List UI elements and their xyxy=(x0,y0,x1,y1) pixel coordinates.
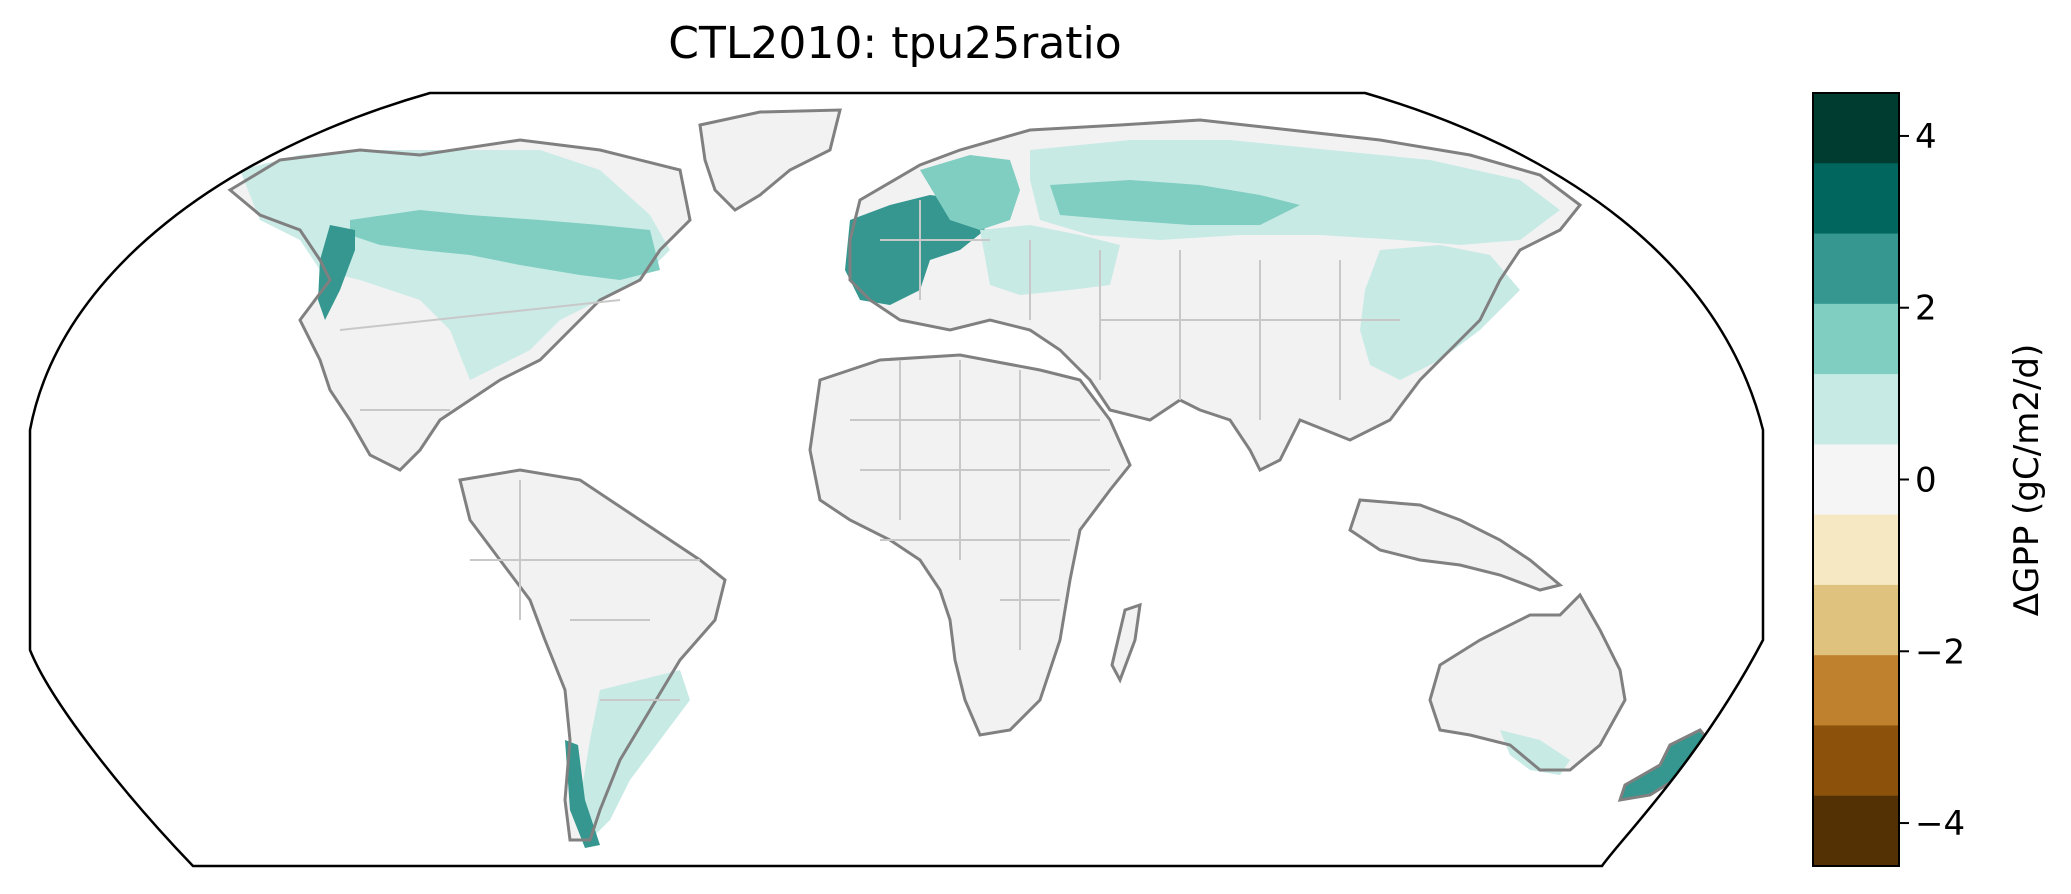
europe-response xyxy=(845,195,985,305)
colorbar-bins xyxy=(1813,93,1899,867)
colorbar-bin xyxy=(1813,374,1899,445)
eastern-europe-response xyxy=(980,225,1120,295)
colorbar-bin xyxy=(1813,303,1899,375)
africa-landmass xyxy=(810,355,1130,735)
east-asia-response xyxy=(1360,245,1520,380)
greenland-landmass xyxy=(698,108,842,212)
map-title: CTL2010: tpu25ratio xyxy=(668,18,1122,69)
colorbar-bin xyxy=(1813,444,1899,516)
colorbar-bin xyxy=(1813,233,1899,305)
madagascar-landmass xyxy=(1110,602,1142,684)
south-america-response xyxy=(580,670,690,840)
colorbar-bin xyxy=(1813,584,1899,656)
na-response-coast xyxy=(318,225,355,320)
siberia-response-mid xyxy=(1050,180,1300,225)
colorbar-bin xyxy=(1813,725,1899,797)
colorbar-tick-label: −2 xyxy=(1915,632,1965,672)
map-frame xyxy=(28,91,1765,868)
colorbar-tick-label: 2 xyxy=(1915,289,1937,329)
scandinavia-response xyxy=(920,155,1020,230)
colorbar-bin xyxy=(1813,795,1899,867)
colorbar-bin xyxy=(1813,514,1899,586)
australia-landmass xyxy=(1430,595,1625,770)
country-borders xyxy=(339,200,1400,701)
colorbar-bin xyxy=(1813,93,1899,164)
colorbar-tick-label: 4 xyxy=(1915,117,1937,157)
colorbar-ticks: 4 2 0 −2 −4 xyxy=(1899,117,1965,844)
colorbar-bin xyxy=(1813,655,1899,726)
southeast-asia-islands xyxy=(1348,498,1564,592)
colorbar-tick-label: 0 xyxy=(1915,461,1937,501)
se-australia-response xyxy=(1500,730,1570,775)
chile-coast-response xyxy=(565,740,600,848)
colorbar-bin xyxy=(1813,163,1899,235)
colorbar-label: ΔGPP (gC/m2/d) xyxy=(2007,344,2047,617)
world-map xyxy=(28,91,1765,868)
na-response-light xyxy=(240,150,670,380)
coastlines xyxy=(227,118,1627,842)
colorbar-tick-label: −4 xyxy=(1915,804,1965,844)
na-response-mid xyxy=(350,210,660,280)
south-america-landmass xyxy=(460,470,725,840)
